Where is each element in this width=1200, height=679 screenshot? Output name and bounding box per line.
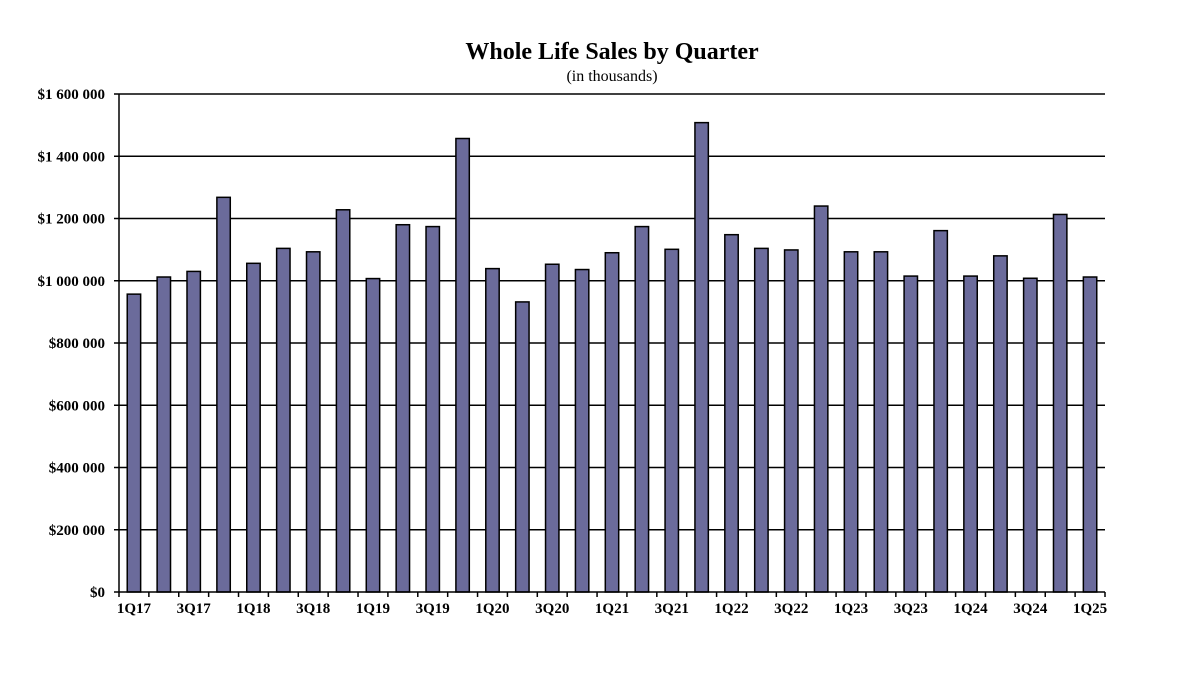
bar-4Q22	[813, 205, 829, 593]
x-tick-label: 3Q23	[894, 601, 928, 617]
chart-title: Whole Life Sales by Quarter	[465, 39, 759, 65]
bar-1Q20	[485, 267, 500, 593]
bar-2Q24	[992, 255, 1008, 593]
y-tick-label: $1 400 000	[38, 149, 106, 165]
x-tick-label: 3Q18	[296, 601, 330, 617]
bar-1Q24	[963, 275, 978, 593]
bar-1Q19	[365, 277, 381, 593]
y-tick-label: $800 000	[49, 336, 105, 352]
bar-3Q19	[425, 225, 441, 593]
bar-3Q24	[1022, 277, 1038, 593]
x-tick-label: 1Q25	[1073, 601, 1107, 617]
bar-1Q25	[1082, 276, 1098, 593]
x-tick-label: 1Q23	[834, 601, 868, 617]
bar-4Q20	[574, 268, 590, 593]
x-tick-label: 3Q22	[774, 601, 808, 617]
bar-1Q21	[604, 251, 620, 593]
y-tick-label: $1 000 000	[38, 274, 106, 290]
bar-2Q21	[634, 225, 650, 593]
y-axis-ticks: $0 $200 000 $400 000 $600 000 $800 000 $1 000…	[38, 87, 119, 601]
bar-1Q23	[843, 251, 859, 593]
bar-2Q19	[395, 223, 411, 593]
x-tick-label: 1Q24	[953, 601, 988, 617]
x-tick-label: 1Q17	[117, 601, 152, 617]
x-tick-label: 1Q20	[475, 601, 509, 617]
x-tick-label: 3Q21	[655, 601, 689, 617]
y-tick-label: $200 000	[49, 523, 105, 539]
y-tick-label: $1 200 000	[38, 212, 106, 228]
chart-subtitle: (in thousands)	[566, 68, 657, 85]
x-tick-label: 3Q20	[535, 601, 569, 617]
bar-1Q22	[724, 233, 739, 593]
x-tick-label: 1Q21	[595, 601, 629, 617]
bar-3Q21	[664, 248, 680, 593]
x-tick-label: 3Q17	[177, 601, 212, 617]
bar-3Q18	[305, 251, 321, 593]
bar-2Q17	[156, 276, 172, 593]
x-tick-label: 3Q19	[416, 601, 450, 617]
x-tick-label: 3Q24	[1013, 601, 1048, 617]
bar-1Q17	[126, 293, 142, 593]
y-tick-label: $600 000	[49, 398, 105, 414]
y-tick-label: $400 000	[49, 461, 105, 477]
y-tick-label: $1 600 000	[38, 87, 106, 103]
bar-4Q21	[694, 121, 710, 593]
bar-4Q18	[335, 209, 351, 593]
bar-2Q18	[275, 247, 291, 593]
bar-2Q22	[753, 247, 769, 593]
bar-3Q23	[903, 275, 919, 593]
bar-3Q20	[544, 263, 560, 593]
bar-2Q20	[514, 301, 530, 593]
bar-1Q18	[246, 262, 261, 593]
bar-4Q23	[933, 229, 949, 593]
bar-4Q17	[216, 196, 232, 593]
bar-3Q17	[186, 270, 202, 593]
x-axis-ticks: 1Q17 3Q17 1Q18 3Q18 1Q19 3Q19 1Q20 3Q20 1Q21 3Q21…	[117, 592, 1107, 617]
bar-3Q22	[783, 249, 799, 593]
y-tick-label: $0	[90, 585, 105, 601]
x-tick-label: 1Q22	[714, 601, 748, 617]
bar-2Q23	[873, 251, 889, 593]
x-tick-label: 1Q18	[236, 601, 270, 617]
bar-4Q24	[1052, 213, 1068, 593]
bar-4Q19	[455, 137, 471, 593]
x-tick-label: 1Q19	[356, 601, 390, 617]
bars	[126, 121, 1098, 593]
